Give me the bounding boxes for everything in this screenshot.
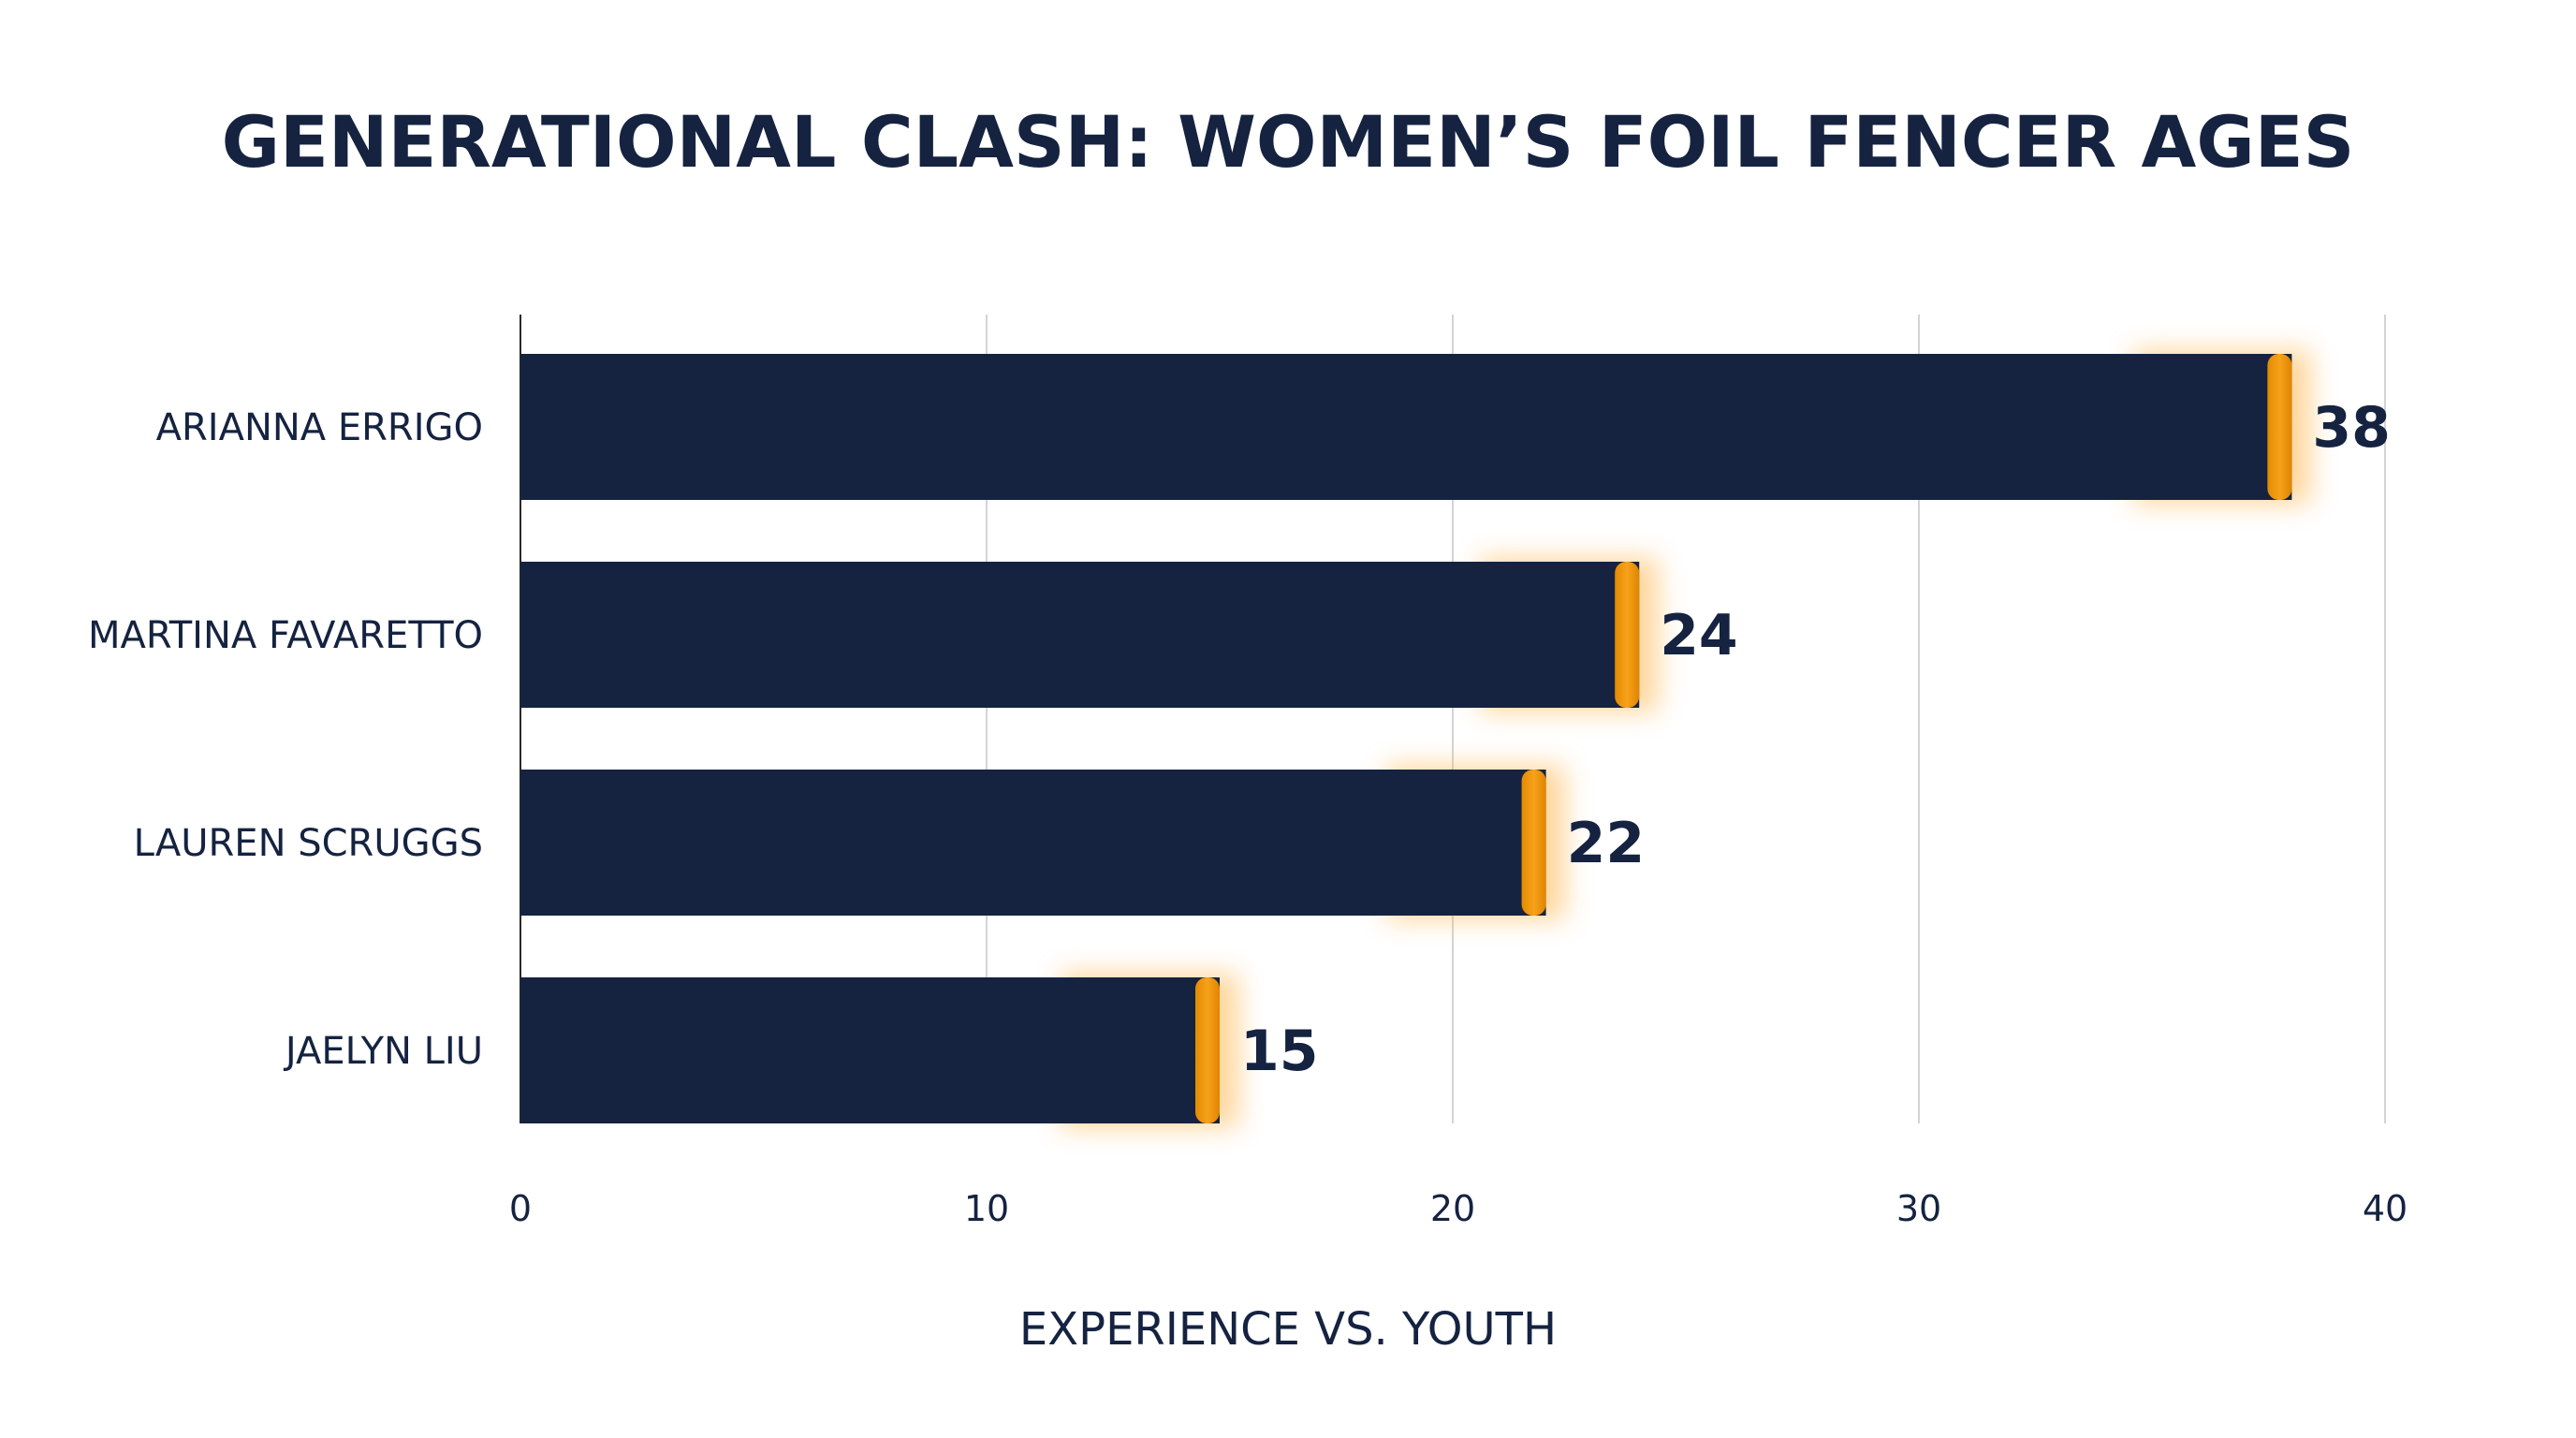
category-label-jaelyn-liu: JAELYN LIU <box>283 1030 483 1073</box>
bar-arianna-errigo <box>520 354 2292 500</box>
value-label-martina-favaretto: 24 <box>1660 603 1738 668</box>
bar-martina-favaretto <box>520 562 1640 708</box>
bar-cap-arianna-errigo <box>2267 354 2292 500</box>
bar-jaelyn-liu <box>520 977 1220 1123</box>
x-tick-label-40: 40 <box>2363 1188 2408 1229</box>
x-axis-title: EXPERIENCE VS. YOUTH <box>1019 1303 1557 1356</box>
x-tick-label-30: 30 <box>1896 1188 1941 1229</box>
x-tick-label-20: 20 <box>1430 1188 1475 1229</box>
bars-layer <box>520 350 2311 1127</box>
bar-cap-jaelyn-liu <box>1195 977 1220 1123</box>
bar-cap-lauren-scruggs <box>1521 770 1546 916</box>
category-label-martina-favaretto: MARTINA FAVARETTO <box>88 614 483 657</box>
x-tick-label-10: 10 <box>964 1188 1009 1229</box>
category-label-arianna-errigo: ARIANNA ERRIGO <box>156 406 483 449</box>
bar-lauren-scruggs <box>520 770 1546 916</box>
labels-layer: 0 10 20 30 40 ARIANNA ERRIGO 38 MARTINA FAVARET… <box>88 395 2408 1229</box>
chart-title: GENERATIONAL CLASH: WOMEN’S FOIL FENCER … <box>222 100 2355 183</box>
category-label-lauren-scruggs: LAUREN SCRUGGS <box>134 822 483 865</box>
x-tick-label-0: 0 <box>509 1188 532 1229</box>
value-label-jaelyn-liu: 15 <box>1240 1019 1319 1084</box>
value-label-arianna-errigo: 38 <box>2312 395 2391 461</box>
value-label-lauren-scruggs: 22 <box>1567 811 1646 876</box>
bar-cap-martina-favaretto <box>1615 562 1640 708</box>
